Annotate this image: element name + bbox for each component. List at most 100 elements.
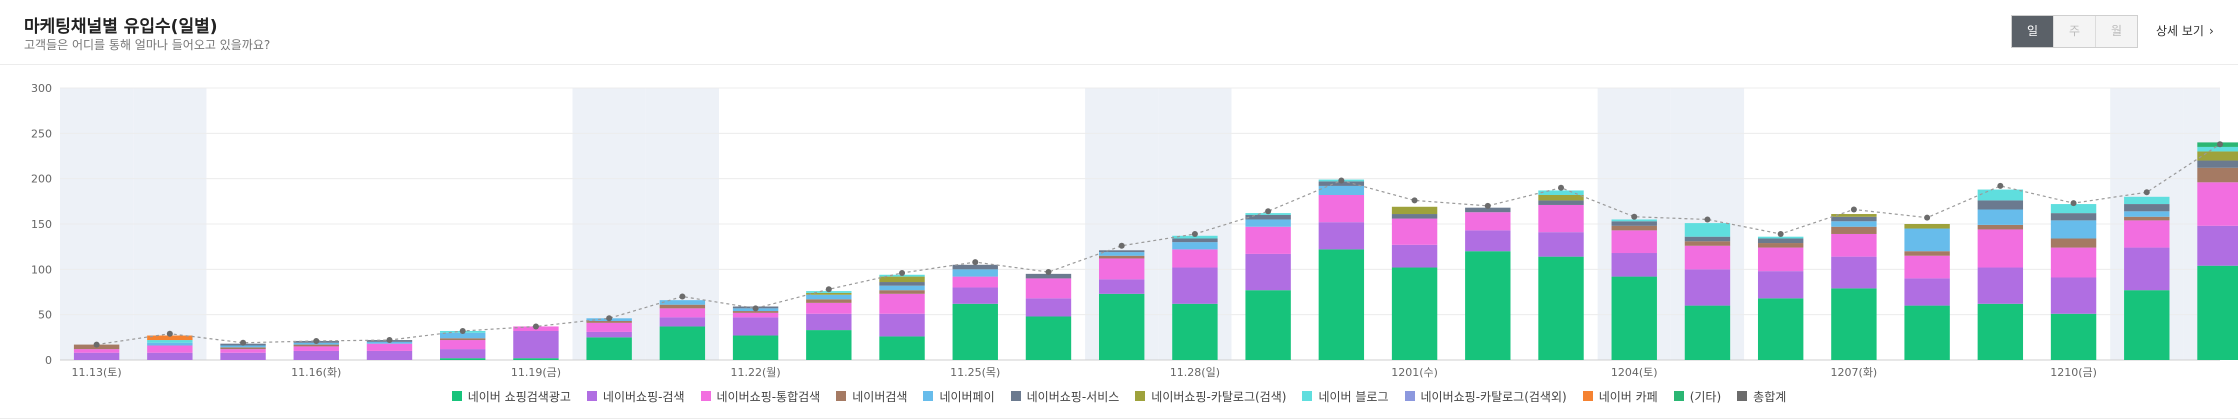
- bar-segment: [1977, 224, 2024, 230]
- bar-segment: [1977, 229, 2024, 268]
- total-point: [972, 259, 979, 266]
- legend-item[interactable]: 네이버쇼핑-서비스: [1010, 388, 1120, 405]
- bar-segment: [1391, 267, 1438, 360]
- bar-segment: [586, 322, 632, 332]
- bar-segment: [1831, 288, 1877, 360]
- legend-swatch: [923, 391, 934, 401]
- y-tick-label: 100: [31, 263, 52, 276]
- bar-segment: [2050, 204, 2097, 214]
- legend-item[interactable]: 네이버쇼핑-통합검색: [700, 388, 821, 405]
- bar-segment: [1465, 230, 1511, 252]
- total-point: [93, 341, 100, 348]
- bar-segment: [1904, 228, 1950, 252]
- bottom-divider: [0, 418, 2238, 419]
- legend-item[interactable]: (기타): [1673, 388, 1721, 405]
- bar-segment: [879, 276, 925, 283]
- legend-label: 네이버쇼핑-통합검색: [716, 389, 821, 404]
- bar-segment: [1318, 249, 1365, 360]
- legend-label: 네이버쇼핑-서비스: [1026, 389, 1120, 404]
- legend-label: 네이버 쇼핑검색광고: [467, 389, 571, 404]
- bar-segment: [732, 311, 779, 313]
- total-point: [1338, 177, 1345, 184]
- bar-segment: [1831, 221, 1877, 227]
- bar-segment: [513, 358, 559, 360]
- total-point: [1704, 216, 1711, 223]
- bar-segment: [1757, 236, 1804, 239]
- total-point: [166, 330, 173, 337]
- bar-segment: [220, 347, 266, 350]
- legend-item[interactable]: 네이버검색: [836, 388, 907, 405]
- legend-label: 네이버 블로그: [1318, 389, 1389, 404]
- bar-segment: [1977, 267, 2024, 304]
- bar-segment: [2050, 247, 2097, 278]
- bar-segment: [1611, 219, 1657, 222]
- bar-segment: [952, 276, 998, 288]
- legend-item[interactable]: 네이버페이: [923, 388, 995, 405]
- legend-item[interactable]: 네이버 블로그: [1302, 388, 1389, 405]
- total-point: [1850, 206, 1857, 213]
- bar-segment: [586, 331, 632, 338]
- bar-segment: [952, 303, 998, 360]
- legend-item[interactable]: 네이버 카페: [1582, 388, 1658, 405]
- legend-item[interactable]: 네이버쇼핑-카탈로그(검색외): [1404, 388, 1567, 405]
- bar-segment: [1172, 235, 1218, 239]
- bar-segment: [879, 336, 925, 360]
- period-tab-month[interactable]: 월: [2095, 16, 2137, 47]
- bar-segment: [1391, 244, 1438, 268]
- legend-item[interactable]: 네이버 쇼핑검색광고: [451, 388, 571, 405]
- bar-segment: [1831, 214, 1877, 217]
- total-point: [1777, 230, 1784, 237]
- bar-segment: [1538, 204, 1584, 233]
- bar-segment: [806, 313, 852, 331]
- x-tick-label: 1210(금): [2050, 366, 2097, 379]
- bar-segment: [879, 285, 925, 291]
- bar-segment: [1098, 279, 1145, 294]
- stacked-bar-chart: 0 50 100 150 200 250 300 11.13(토) 11.16(화) 11.19(…: [31, 82, 2238, 379]
- bar-segment: [1025, 316, 1072, 360]
- legend-swatch: [1673, 391, 1684, 401]
- total-point: [899, 269, 906, 276]
- total-point: [1558, 184, 1565, 191]
- bar-segment: [1245, 219, 1291, 227]
- legend-item[interactable]: 총합계: [1737, 388, 1786, 405]
- bar-segment: [1098, 293, 1145, 360]
- bar-segment: [1831, 226, 1877, 234]
- period-tab-day[interactable]: 일: [2012, 16, 2053, 47]
- bar-segment: [2050, 220, 2097, 239]
- legend-swatch: [1302, 391, 1313, 401]
- chart-header: 마케팅채널별 유입수(일별) 고객들은 어디를 통해 얼마나 들어오고 있을까요…: [0, 0, 2238, 64]
- total-point: [1631, 213, 1638, 220]
- x-tick-label: 11.19(금): [511, 366, 561, 379]
- legend-item[interactable]: 네이버쇼핑-카탈로그(검색): [1135, 388, 1286, 405]
- bar-segment: [73, 349, 120, 353]
- bar-segment: [806, 294, 852, 300]
- bar-segment: [879, 313, 925, 337]
- total-point: [2217, 141, 2223, 148]
- total-point: [1265, 208, 1272, 215]
- bar-segment: [1245, 253, 1291, 291]
- detail-view-label: 상세 보기: [2156, 24, 2204, 38]
- legend-item[interactable]: 네이버쇼핑-검색: [586, 388, 685, 405]
- bar-segment: [1391, 206, 1438, 215]
- y-tick-label: 150: [31, 218, 52, 231]
- bar-segment: [1684, 269, 1731, 306]
- bar-segment: [952, 287, 998, 304]
- bar-segment: [1465, 212, 1511, 231]
- bar-segment: [1904, 255, 1950, 279]
- bar-segment: [1318, 222, 1365, 250]
- legend-swatch: [700, 391, 711, 401]
- bar-segment: [659, 317, 706, 327]
- detail-view-link[interactable]: 상세 보기 ›: [2156, 22, 2214, 39]
- bar-segment: [1172, 238, 1218, 243]
- total-point: [386, 337, 393, 344]
- legend-swatch: [1582, 391, 1593, 401]
- bar-segment: [147, 345, 193, 353]
- total-point: [1484, 202, 1491, 209]
- bar-segment: [1684, 236, 1731, 242]
- total-point: [1118, 242, 1125, 249]
- period-tab-week[interactable]: 주: [2053, 16, 2095, 47]
- bar-segment: [1611, 230, 1657, 254]
- bar-segment: [1538, 190, 1584, 195]
- bar-segment: [147, 342, 193, 346]
- bar-segment: [2124, 216, 2170, 221]
